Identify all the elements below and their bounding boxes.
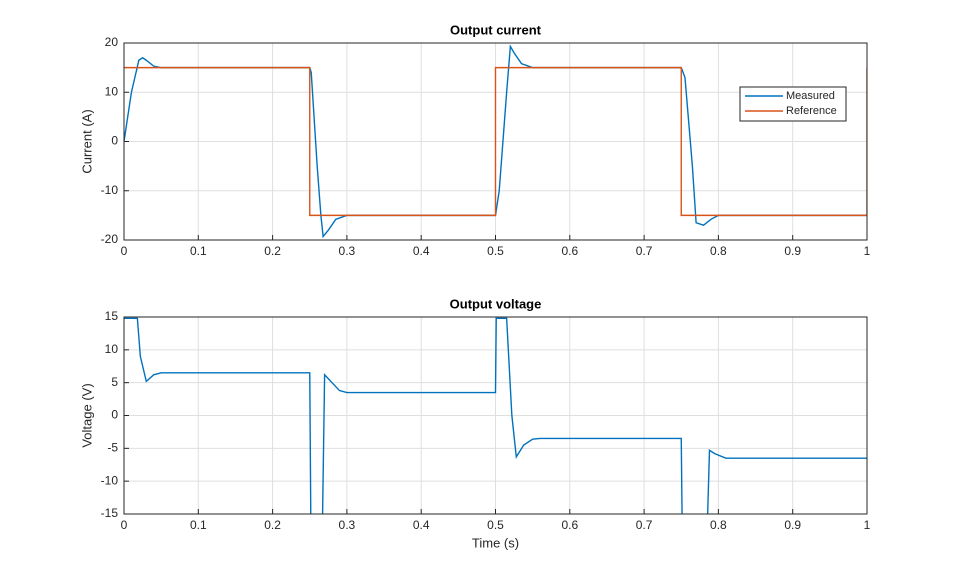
data-line — [124, 317, 867, 514]
x-tick-label: 0.5 — [487, 518, 504, 532]
y-axis-label: Current (A) — [79, 109, 94, 173]
y-tick-label: -15 — [101, 506, 119, 520]
x-tick-label: 0.3 — [339, 244, 356, 258]
y-tick-label: -5 — [107, 441, 118, 455]
legend-label: Reference — [786, 105, 837, 117]
x-tick-label: 0 — [121, 518, 128, 532]
y-tick-label: 0 — [111, 134, 118, 148]
x-tick-label: 0.6 — [561, 518, 578, 532]
x-tick-label: 0.9 — [784, 518, 801, 532]
x-tick-label: 0.7 — [636, 244, 653, 258]
axes-box — [123, 42, 868, 241]
y-tick-label: -10 — [101, 473, 119, 487]
y-tick-label: -20 — [101, 232, 119, 246]
x-tick-label: 0.6 — [561, 244, 578, 258]
x-tick-label: 1 — [864, 518, 871, 532]
x-tick-label: 0.8 — [710, 518, 727, 532]
x-tick-label: 0.8 — [710, 244, 727, 258]
x-tick-label: 0.1 — [190, 518, 207, 532]
x-tick-label: 0.4 — [413, 518, 430, 532]
y-tick-label: 20 — [105, 35, 119, 49]
x-tick-label: 0.5 — [487, 244, 504, 258]
axes-title: Output current — [450, 22, 542, 37]
y-tick-label: 10 — [105, 342, 119, 356]
x-tick-label: 1 — [864, 244, 871, 258]
y-tick-label: 0 — [111, 408, 118, 422]
x-tick-label: 0 — [121, 244, 128, 258]
legend-label: Measured — [786, 90, 835, 102]
y-tick-label: 5 — [111, 375, 118, 389]
x-tick-label: 0.9 — [784, 244, 801, 258]
y-axis-label: Voltage (V) — [79, 383, 94, 447]
y-tick-label: -10 — [101, 183, 119, 197]
x-tick-label: 0.1 — [190, 244, 207, 258]
x-tick-label: 0.7 — [636, 518, 653, 532]
x-tick-label: 0.2 — [264, 518, 281, 532]
x-tick-label: 0.4 — [413, 244, 430, 258]
y-tick-label: 10 — [105, 84, 119, 98]
x-axis-label: Time (s) — [472, 535, 519, 550]
x-tick-label: 0.2 — [264, 244, 281, 258]
data-line — [124, 66, 867, 217]
axes-title: Output voltage — [450, 296, 542, 311]
legend-box — [739, 86, 847, 122]
x-tick-label: 0.3 — [339, 518, 356, 532]
y-tick-label: 15 — [105, 309, 119, 323]
axes-box — [123, 316, 868, 515]
